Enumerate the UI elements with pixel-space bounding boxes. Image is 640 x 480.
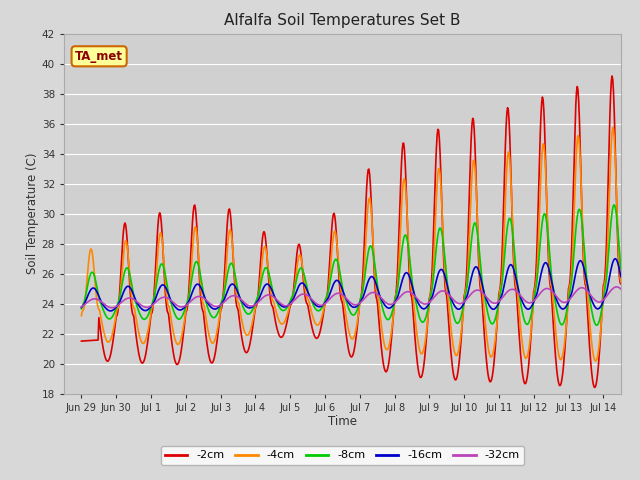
Title: Alfalfa Soil Temperatures Set B: Alfalfa Soil Temperatures Set B [224,13,461,28]
Legend: -2cm, -4cm, -8cm, -16cm, -32cm: -2cm, -4cm, -8cm, -16cm, -32cm [161,446,524,465]
Text: TA_met: TA_met [75,50,123,63]
X-axis label: Time: Time [328,415,357,429]
Y-axis label: Soil Temperature (C): Soil Temperature (C) [26,153,39,275]
